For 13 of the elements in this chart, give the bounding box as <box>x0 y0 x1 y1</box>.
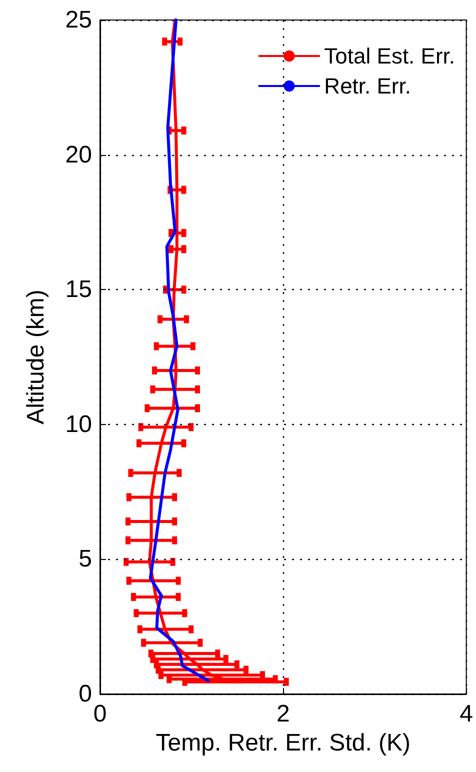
legend-label: Retr. Err. <box>324 74 411 98</box>
y-tick-label: 5 <box>78 546 92 573</box>
x-tick-label: 4 <box>460 700 474 728</box>
x-axis-title: Temp. Retr. Err. Std. (K) <box>156 729 411 756</box>
y-tick-label: 10 <box>65 410 92 438</box>
y-axis-title: Altitude (km) <box>22 290 50 424</box>
y-tick-label: 0 <box>78 680 92 708</box>
y-tick-label: 20 <box>65 141 92 168</box>
y-tick-label: 25 <box>65 6 92 34</box>
x-tick-label: 2 <box>276 700 290 728</box>
legend-label: Total Est. Err. <box>324 44 456 68</box>
y-tick-label: 15 <box>65 276 92 304</box>
line-series <box>148 18 210 682</box>
